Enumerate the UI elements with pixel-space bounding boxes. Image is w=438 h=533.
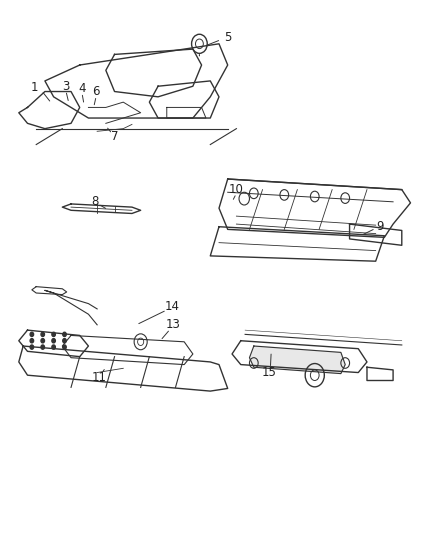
Text: 7: 7 bbox=[111, 130, 118, 143]
Circle shape bbox=[63, 345, 66, 349]
Circle shape bbox=[30, 345, 34, 349]
Text: 11: 11 bbox=[92, 372, 107, 384]
Circle shape bbox=[30, 332, 34, 336]
Polygon shape bbox=[250, 346, 345, 374]
Circle shape bbox=[30, 338, 34, 343]
Circle shape bbox=[41, 332, 45, 336]
Text: 5: 5 bbox=[224, 31, 231, 44]
Text: 4: 4 bbox=[78, 82, 86, 95]
Text: 14: 14 bbox=[165, 300, 180, 313]
Circle shape bbox=[63, 338, 66, 343]
Text: 3: 3 bbox=[62, 80, 70, 93]
Circle shape bbox=[63, 332, 66, 336]
Circle shape bbox=[41, 338, 45, 343]
Text: 6: 6 bbox=[92, 85, 100, 98]
Text: 9: 9 bbox=[376, 220, 384, 233]
Circle shape bbox=[52, 338, 55, 343]
Circle shape bbox=[41, 345, 45, 349]
Circle shape bbox=[52, 332, 55, 336]
Text: 8: 8 bbox=[91, 195, 98, 208]
Circle shape bbox=[52, 345, 55, 349]
Text: 15: 15 bbox=[262, 366, 277, 379]
Text: 10: 10 bbox=[229, 183, 244, 196]
Text: 13: 13 bbox=[166, 318, 181, 332]
Text: 1: 1 bbox=[30, 81, 38, 94]
